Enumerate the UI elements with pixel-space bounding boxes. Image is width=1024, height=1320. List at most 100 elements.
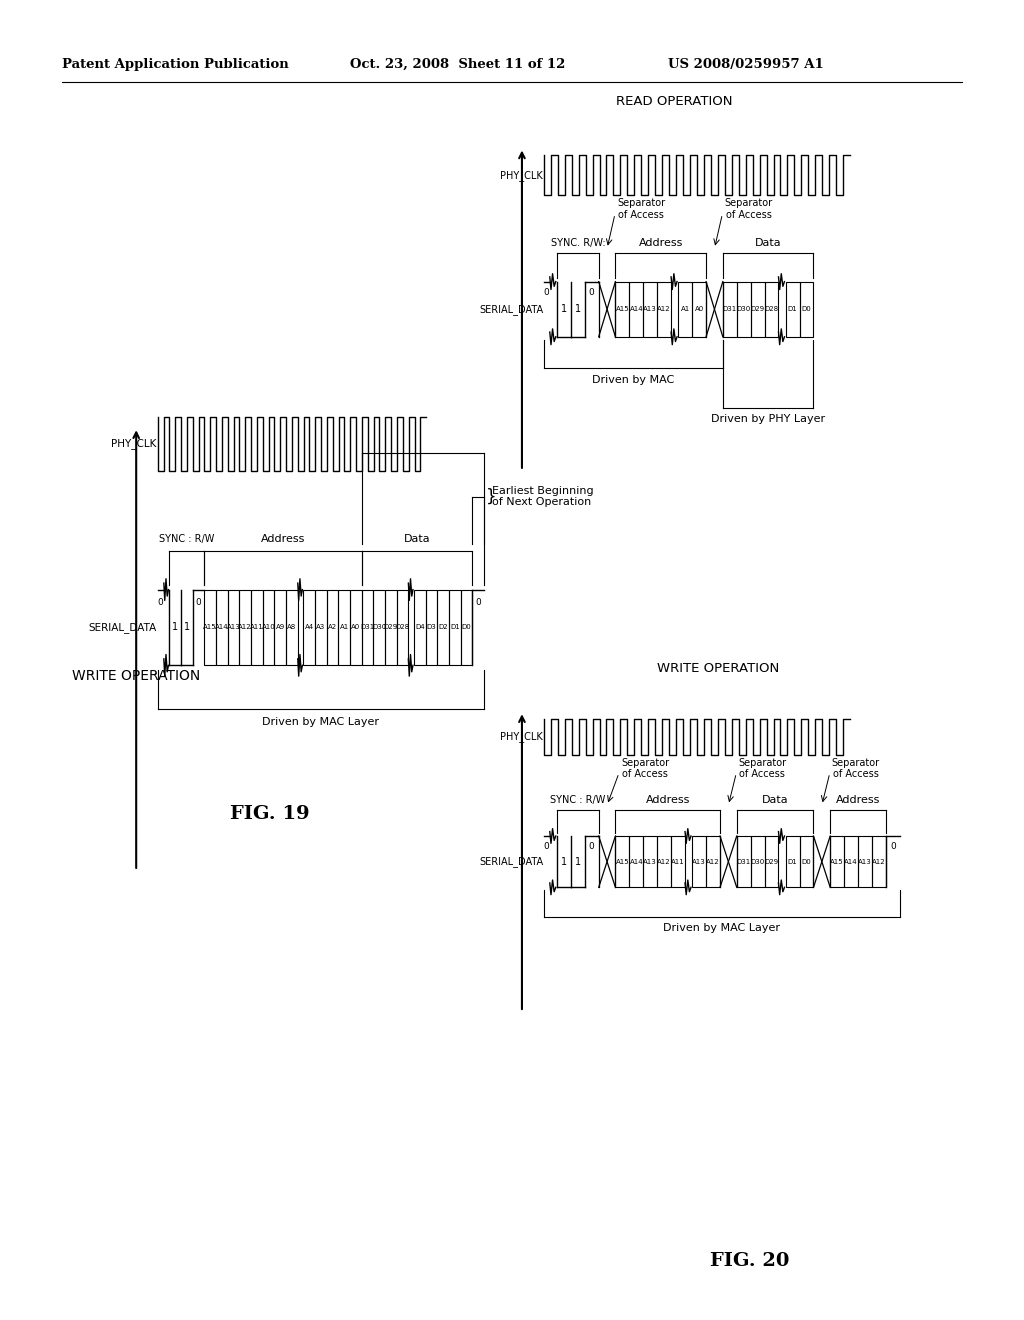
Bar [692, 281, 707, 337]
Bar [872, 836, 886, 887]
Text: A3: A3 [316, 624, 326, 631]
Bar [350, 590, 361, 665]
Text: D30: D30 [751, 859, 765, 865]
Text: A15: A15 [204, 624, 217, 631]
Text: A13: A13 [226, 624, 241, 631]
Text: A12: A12 [657, 859, 671, 865]
Text: 1: 1 [561, 857, 567, 867]
Bar [765, 836, 778, 887]
Bar [240, 590, 251, 665]
Bar [630, 836, 643, 887]
Text: A12: A12 [657, 306, 671, 313]
Text: SERIAL_DATA: SERIAL_DATA [479, 857, 543, 867]
Bar [657, 281, 671, 337]
Text: D29: D29 [751, 306, 765, 313]
Text: SERIAL_DATA: SERIAL_DATA [479, 304, 543, 314]
Text: SYNC. R/W:: SYNC. R/W: [551, 239, 605, 248]
Bar [615, 836, 630, 887]
Text: READ OPERATION: READ OPERATION [616, 95, 733, 108]
Bar [723, 281, 736, 337]
Text: 1: 1 [574, 857, 581, 867]
Bar [671, 836, 685, 887]
Text: PHY_CLK: PHY_CLK [501, 170, 543, 181]
Bar [315, 590, 327, 665]
Bar [303, 590, 315, 665]
Text: Data: Data [762, 795, 788, 805]
Bar [751, 281, 765, 337]
Bar [361, 590, 374, 665]
Text: Earliest Beginning
of Next Operation: Earliest Beginning of Next Operation [492, 486, 593, 507]
Text: SYNC : R/W: SYNC : R/W [159, 535, 215, 544]
Text: D31: D31 [360, 624, 375, 631]
Text: A15: A15 [830, 859, 844, 865]
Text: D28: D28 [395, 624, 410, 631]
Text: A11: A11 [671, 859, 685, 865]
Text: Data: Data [755, 239, 781, 248]
Bar [251, 590, 263, 665]
Bar [396, 590, 409, 665]
Text: A4: A4 [304, 624, 313, 631]
Bar [765, 281, 778, 337]
Text: D1: D1 [787, 306, 798, 313]
Bar [692, 836, 707, 887]
Bar [736, 281, 751, 337]
Text: D0: D0 [802, 306, 811, 313]
Text: Data: Data [403, 535, 430, 544]
Text: D3: D3 [427, 624, 436, 631]
Text: A15: A15 [615, 859, 629, 865]
Bar [426, 590, 437, 665]
Text: A15: A15 [615, 306, 629, 313]
Text: 1: 1 [184, 623, 189, 632]
Bar [785, 836, 800, 887]
Text: A10: A10 [262, 624, 275, 631]
Text: A1: A1 [681, 306, 690, 313]
Text: Separator
of Access: Separator of Access [617, 198, 666, 220]
Text: 1: 1 [561, 304, 567, 314]
Text: Driven by MAC Layer: Driven by MAC Layer [664, 923, 780, 932]
Text: D4: D4 [415, 624, 425, 631]
Bar [751, 836, 765, 887]
Text: D1: D1 [787, 859, 798, 865]
Text: Driven by PHY Layer: Driven by PHY Layer [711, 414, 825, 424]
Text: WRITE OPERATION: WRITE OPERATION [656, 661, 779, 675]
Text: D0: D0 [462, 624, 471, 631]
Bar [844, 836, 858, 887]
Text: A13: A13 [858, 859, 871, 865]
Text: A13: A13 [643, 306, 657, 313]
Bar [678, 281, 692, 337]
Bar [657, 836, 671, 887]
Text: Separator
of Access: Separator of Access [738, 758, 786, 779]
Bar [830, 836, 844, 887]
Text: 0: 0 [544, 288, 549, 297]
Bar [263, 590, 274, 665]
Text: Patent Application Publication: Patent Application Publication [62, 58, 289, 71]
Text: D1: D1 [450, 624, 460, 631]
Text: D29: D29 [765, 859, 778, 865]
Text: D29: D29 [384, 624, 398, 631]
Text: Separator
of Access: Separator of Access [724, 198, 772, 220]
Text: Separator
of Access: Separator of Access [831, 758, 880, 779]
Text: }: } [485, 487, 496, 506]
Bar [274, 590, 286, 665]
Bar [338, 590, 350, 665]
Text: A1: A1 [340, 624, 349, 631]
Text: A12: A12 [239, 624, 252, 631]
Text: Address: Address [836, 795, 881, 805]
Bar [216, 590, 227, 665]
Text: Address: Address [261, 535, 305, 544]
Text: A14: A14 [844, 859, 858, 865]
Text: 1: 1 [574, 304, 581, 314]
Text: Driven by MAC: Driven by MAC [592, 375, 675, 384]
Text: 0: 0 [589, 288, 595, 297]
Text: D30: D30 [372, 624, 386, 631]
Bar [800, 836, 813, 887]
Text: 0: 0 [589, 842, 595, 851]
Text: A12: A12 [872, 859, 886, 865]
Text: 0: 0 [890, 842, 896, 851]
Bar [858, 836, 872, 887]
Text: A0: A0 [694, 306, 703, 313]
Bar [630, 281, 643, 337]
Text: 0: 0 [196, 598, 202, 607]
Text: D28: D28 [765, 306, 778, 313]
Text: A8: A8 [288, 624, 297, 631]
